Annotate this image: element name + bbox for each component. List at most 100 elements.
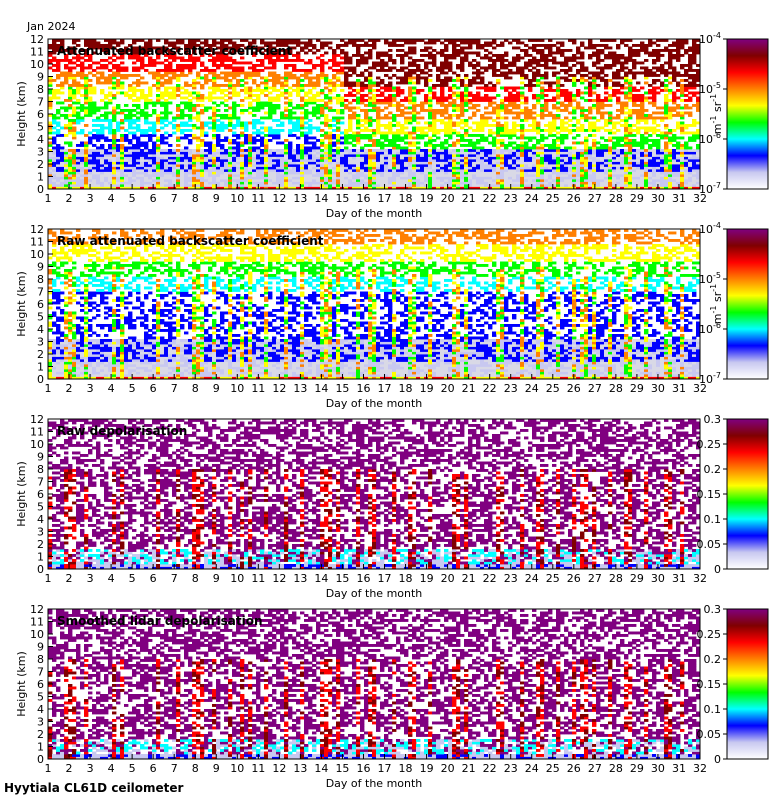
colorbar-tick-label: 0.2 [704,463,722,476]
y-tick-label: 4 [37,323,44,336]
x-tick-label: 12 [272,382,286,395]
x-tick-label: 32 [693,762,707,775]
x-tick-label: 29 [630,762,644,775]
y-tick-label: 3 [37,146,44,159]
x-tick-label: 11 [251,192,265,205]
y-tick-label: 11 [30,426,44,439]
x-tick-label: 20 [441,192,455,205]
x-tick-label: 11 [251,572,265,585]
colorbar: 10-7 10-6 10-5 10-4 m-1 sr-1 [699,31,769,196]
x-tick-label: 9 [213,192,220,205]
x-tick-label: 15 [335,382,349,395]
x-tick-label: 7 [171,192,178,205]
y-axis-label: Height (km) [15,651,28,717]
y-tick-label: 10 [30,248,44,261]
colorbar-tick-label: 10-4 [699,31,721,46]
x-tick-label: 23 [504,762,518,775]
x-tick-label: 7 [171,572,178,585]
y-tick-label: 5 [37,121,44,134]
x-tick-label: 12 [272,572,286,585]
x-tick-label: 8 [192,382,199,395]
x-tick-label: 5 [129,382,136,395]
y-tick-label: 7 [37,666,44,679]
x-tick-label: 23 [504,192,518,205]
x-tick-label: 14 [314,572,328,585]
x-tick-label: 14 [314,382,328,395]
x-tick-label: 25 [546,192,560,205]
x-tick-label: 9 [213,762,220,775]
x-tick-label: 13 [293,762,307,775]
x-tick-label: 27 [588,572,602,585]
y-tick-label: 9 [37,71,44,84]
x-tick-label: 6 [150,572,157,585]
x-tick-label: 10 [230,382,244,395]
heatmap-field [48,609,701,760]
x-tick-label: 21 [462,762,476,775]
x-tick-label: 30 [651,572,665,585]
colorbar-tick-label: 10-5 [699,81,721,96]
x-tick-label: 21 [462,572,476,585]
x-tick-label: 31 [672,572,686,585]
colorbar: 0 0.05 0.1 0.15 0.2 0.25 0.3 [697,603,769,766]
y-tick-label: 11 [30,236,44,249]
x-tick-label: 31 [672,192,686,205]
x-tick-label: 12 [272,192,286,205]
y-tick-label: 6 [37,298,44,311]
colorbar: 10-7 10-6 10-5 10-4 m-1 sr-1 [699,221,769,386]
x-tick-label: 6 [150,762,157,775]
x-tick-label: 16 [356,572,370,585]
y-tick-label: 0 [37,753,44,766]
colorbar-tick-label: 10-7 [699,371,721,386]
x-tick-label: 27 [588,382,602,395]
x-tick-label: 2 [66,382,73,395]
x-tick-label: 22 [483,762,497,775]
colorbar-tick-label: 0 [714,753,721,766]
x-tick-label: 26 [567,382,581,395]
x-tick-label: 17 [378,382,392,395]
y-tick-label: 6 [37,108,44,121]
y-tick-label: 4 [37,513,44,526]
y-tick-label: 6 [37,678,44,691]
colorbar-tick-label: 10-4 [699,221,721,236]
x-tick-label: 30 [651,382,665,395]
x-tick-label: 22 [483,382,497,395]
y-tick-label: 5 [37,501,44,514]
x-tick-label: 29 [630,382,644,395]
x-tick-label: 18 [399,192,413,205]
x-tick-label: 24 [525,382,539,395]
y-axis-label: Height (km) [15,81,28,147]
x-tick-label: 1 [45,572,52,585]
y-tick-label: 10 [30,58,44,71]
colorbar-tick-label: 0.05 [697,538,722,551]
x-tick-label: 8 [192,572,199,585]
y-tick-label: 12 [30,413,44,426]
x-tick-label: 17 [378,572,392,585]
x-tick-label: 14 [314,192,328,205]
x-tick-label: 19 [420,192,434,205]
colorbar-tick-label: 0.25 [697,438,722,451]
heatmap-field [48,229,701,380]
x-tick-label: 20 [441,572,455,585]
colorbar-tick-label: 0.2 [704,653,722,666]
x-tick-label: 26 [567,572,581,585]
colorbar: 0 0.05 0.1 0.15 0.2 0.25 0.3 [697,413,769,576]
x-tick-label: 27 [588,762,602,775]
x-tick-label: 20 [441,382,455,395]
x-tick-label: 21 [462,382,476,395]
x-tick-label: 13 [293,382,307,395]
y-tick-label: 0 [37,183,44,196]
x-tick-label: 18 [399,572,413,585]
y-tick-label: 2 [37,538,44,551]
x-tick-label: 14 [314,762,328,775]
colorbar-tick-label: 0.15 [697,488,722,501]
y-tick-label: 1 [37,741,44,754]
y-tick-label: 0 [37,563,44,576]
x-tick-label: 26 [567,762,581,775]
x-tick-label: 19 [420,382,434,395]
y-tick-label: 5 [37,691,44,704]
y-tick-label: 12 [30,33,44,46]
x-axis-label: Day of the month [326,777,423,790]
y-tick-label: 8 [37,273,44,286]
